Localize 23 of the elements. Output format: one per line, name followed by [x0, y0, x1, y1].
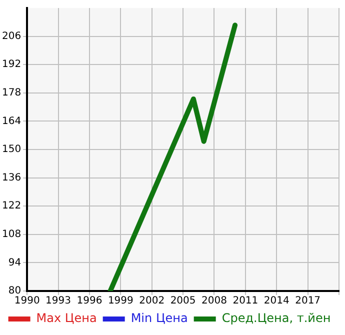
- y-tick-label: 192: [2, 59, 22, 70]
- legend-label: Min Цена: [130, 311, 188, 326]
- x-tick-label: 1990: [14, 296, 40, 307]
- y-tick-label: 80: [8, 286, 22, 297]
- x-tick-label: 2005: [170, 296, 196, 307]
- y-tick-label: 136: [2, 172, 22, 184]
- x-tick-label: 2008: [202, 296, 227, 307]
- y-tick-label: 94: [8, 257, 22, 268]
- y-tick-label: 164: [2, 116, 22, 127]
- x-tick-label: 2017: [295, 296, 321, 307]
- x-tick-label: 2011: [232, 296, 258, 307]
- y-tick-label: 178: [2, 87, 22, 98]
- y-tick-label: 206: [2, 30, 22, 42]
- legend-label: Max Цена: [36, 311, 97, 326]
- x-tick-label: 2002: [139, 296, 165, 307]
- x-tick-label: 1996: [76, 296, 102, 307]
- x-tick-label: 1993: [46, 296, 72, 307]
- y-tick-label: 122: [2, 200, 22, 212]
- y-tick-label: 150: [2, 144, 22, 156]
- y-tick-label: 108: [2, 228, 22, 240]
- legend-label: Сред.Цена, т.йен: [222, 311, 331, 326]
- x-tick-label: 2014: [264, 296, 290, 307]
- x-tick-label: 1999: [108, 296, 134, 307]
